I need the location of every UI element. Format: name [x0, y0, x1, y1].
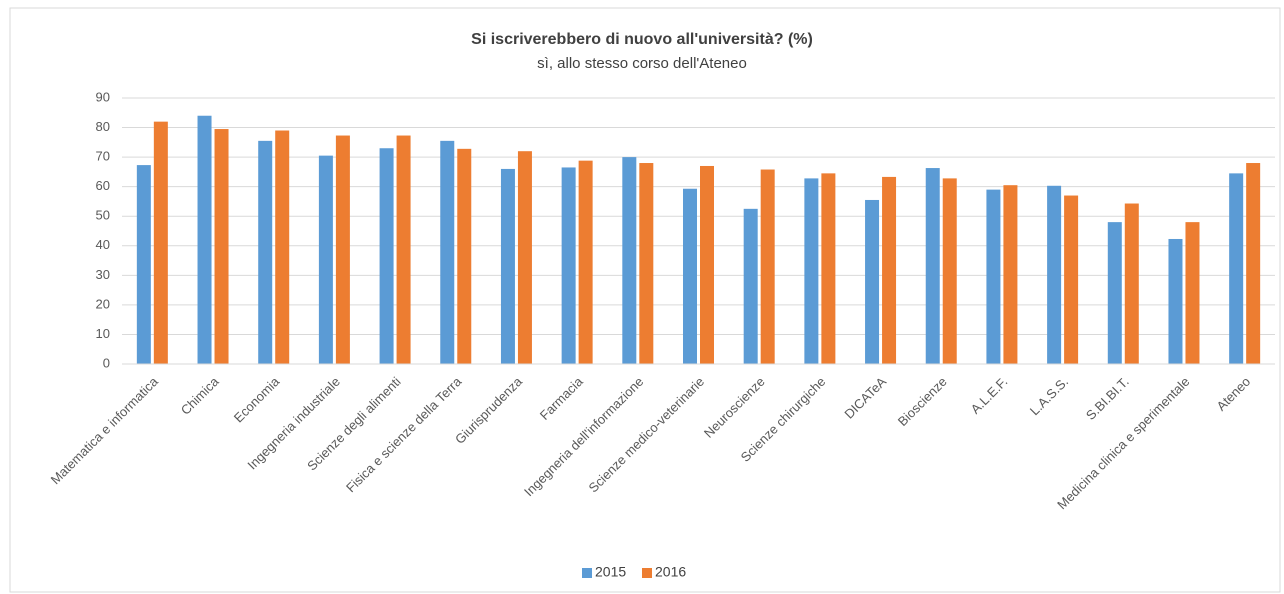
- bar: [379, 148, 394, 364]
- y-tick-label: 80: [96, 119, 110, 134]
- bar: [578, 160, 593, 364]
- y-tick-label: 20: [96, 296, 110, 311]
- y-tick-label: 30: [96, 267, 110, 282]
- bar: [500, 168, 515, 364]
- bar: [1047, 185, 1062, 364]
- bar: [700, 165, 714, 364]
- bar: [561, 167, 576, 364]
- bar: [925, 168, 940, 364]
- y-tick-label: 0: [103, 355, 110, 370]
- bar: [1185, 222, 1200, 364]
- bar: [457, 148, 472, 364]
- bar: [258, 140, 273, 364]
- bar: [318, 155, 333, 364]
- bar: [865, 199, 880, 364]
- bar: [197, 115, 212, 364]
- bar: [517, 151, 532, 364]
- bar: [1246, 163, 1261, 364]
- bar: [214, 129, 229, 364]
- legend-swatch: [642, 568, 652, 578]
- bar: [942, 178, 957, 364]
- bar: [335, 135, 350, 364]
- bar: [622, 157, 637, 364]
- bar: [1229, 173, 1244, 364]
- y-tick-label: 90: [96, 89, 110, 104]
- bar: [760, 169, 775, 364]
- chart-subtitle: sì, allo stesso corso dell'Ateneo: [537, 55, 747, 72]
- bar: [743, 208, 758, 364]
- y-tick-label: 70: [96, 149, 110, 164]
- bar: [136, 165, 151, 364]
- bar: [683, 188, 697, 364]
- bar: [882, 176, 897, 364]
- y-tick-label: 40: [96, 237, 110, 252]
- bar: [440, 140, 455, 364]
- y-tick-label: 50: [96, 208, 110, 223]
- bar: [1168, 238, 1183, 364]
- y-tick-label: 60: [96, 178, 110, 193]
- bar: [1064, 195, 1079, 364]
- legend-label: 2015: [595, 564, 626, 580]
- bar: [396, 135, 411, 364]
- bar: [153, 121, 168, 365]
- bar: [986, 189, 1001, 364]
- bar: [821, 173, 836, 364]
- bar: [804, 178, 819, 364]
- y-tick-label: 10: [96, 326, 110, 341]
- legend-label: 2016: [655, 564, 686, 580]
- legend-swatch: [582, 568, 592, 578]
- bar: [1003, 185, 1018, 364]
- bar: [275, 130, 290, 364]
- bar: [1107, 222, 1122, 364]
- bar: [1124, 203, 1139, 364]
- bar: [639, 163, 654, 364]
- chart-title: Si iscriverebbero di nuovo all'universit…: [471, 31, 813, 48]
